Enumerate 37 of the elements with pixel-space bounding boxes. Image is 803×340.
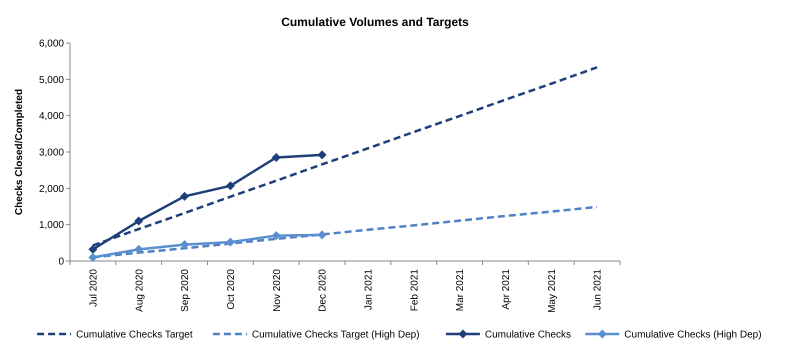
point (226, 238, 235, 247)
x-tick-label: Apr 2021 (500, 268, 512, 310)
chart-title: Cumulative Volumes and Targets (281, 15, 470, 29)
x-tick-label: Jun 2021 (592, 268, 604, 310)
legend-label: Cumulative Checks Target (High Dep) (252, 330, 420, 340)
x-tick-label: Aug 2020 (134, 268, 146, 312)
x-tick-label: May 2021 (546, 268, 558, 313)
x-tick-label: Oct 2020 (226, 268, 237, 310)
y-axis-title: Checks Closed/Completed (14, 88, 25, 216)
x-tick-label: Jul 2020 (88, 268, 100, 307)
x-tick-label: Feb 2021 (409, 268, 420, 312)
y-tick-label: 0 (58, 256, 64, 268)
y-tick-label: 1,000 (38, 220, 64, 232)
x-tick-label: Jan 2021 (363, 268, 374, 310)
point (318, 230, 327, 240)
point (272, 152, 281, 162)
point (226, 181, 235, 190)
y-tick-label: 3,000 (38, 148, 64, 158)
point (88, 252, 98, 262)
x-tick-label: Dec 2020 (318, 268, 329, 312)
point (88, 244, 98, 254)
x-tick-label: Sep 2020 (180, 268, 192, 312)
x-tick-label: Mar 2021 (455, 268, 466, 312)
y-tick-label: 5,000 (38, 74, 64, 86)
y-tick-label: 4,000 (38, 111, 64, 122)
point (180, 240, 190, 250)
y-tick-label: 6,000 (38, 38, 64, 50)
point (272, 231, 281, 240)
legend-label: Cumulative Checks Target (76, 330, 193, 340)
legend-label: Cumulative Checks (High Dep) (624, 330, 762, 340)
point (180, 192, 190, 201)
point (134, 244, 144, 254)
point (318, 150, 327, 160)
x-tick-label: Nov 2020 (272, 268, 283, 312)
point (134, 216, 144, 226)
legend-label: Cumulative Checks (484, 330, 572, 340)
y-tick-label: 2,000 (38, 184, 64, 195)
